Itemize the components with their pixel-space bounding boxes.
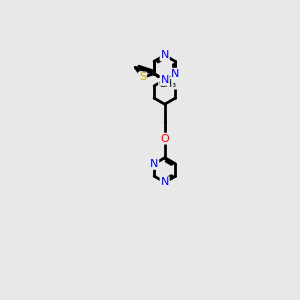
Text: N: N <box>160 177 169 187</box>
Text: CH₃: CH₃ <box>159 79 177 89</box>
Text: N: N <box>160 50 169 60</box>
Text: O: O <box>160 134 169 144</box>
Text: S: S <box>139 72 146 82</box>
Text: N: N <box>160 75 169 85</box>
Text: N: N <box>171 69 179 79</box>
Text: N: N <box>150 159 158 169</box>
